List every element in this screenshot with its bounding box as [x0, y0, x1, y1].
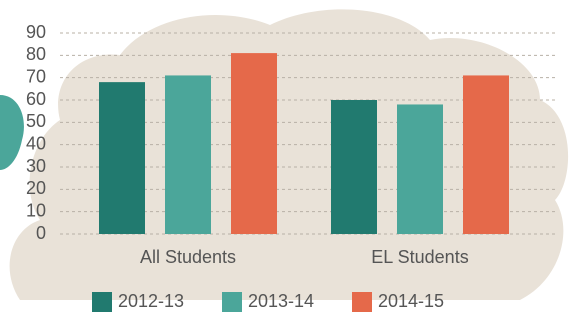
legend-swatch [92, 292, 112, 312]
y-tick-label: 40 [26, 133, 46, 153]
left-blob [0, 95, 24, 170]
y-tick-label: 0 [36, 223, 46, 243]
y-tick-label: 20 [26, 178, 46, 198]
y-tick-label: 90 [26, 22, 46, 42]
bar [397, 104, 443, 234]
page: 0 102030 405060 708090 All Students EL Studen… [0, 0, 574, 313]
y-tick-label: 60 [26, 89, 46, 109]
y-tick-label: 70 [26, 66, 46, 86]
y-tick-label: 30 [26, 156, 46, 176]
chart: 0 102030 405060 708090 All Students EL Studen… [0, 0, 574, 313]
legend-swatch [352, 292, 372, 312]
bar [231, 53, 277, 234]
bar [331, 100, 377, 234]
x-tick-label: EL Students [371, 247, 468, 267]
y-tick-label: 80 [26, 44, 46, 64]
legend-swatch [222, 292, 242, 312]
legend-label: 2014-15 [378, 291, 444, 311]
bar [463, 75, 509, 234]
y-tick-label: 50 [26, 111, 46, 131]
legend-label: 2012-13 [118, 291, 184, 311]
y-tick-label: 10 [26, 200, 46, 220]
x-tick-label: All Students [140, 247, 236, 267]
bar [165, 75, 211, 234]
legend-label: 2013-14 [248, 291, 314, 311]
bar [99, 82, 145, 234]
